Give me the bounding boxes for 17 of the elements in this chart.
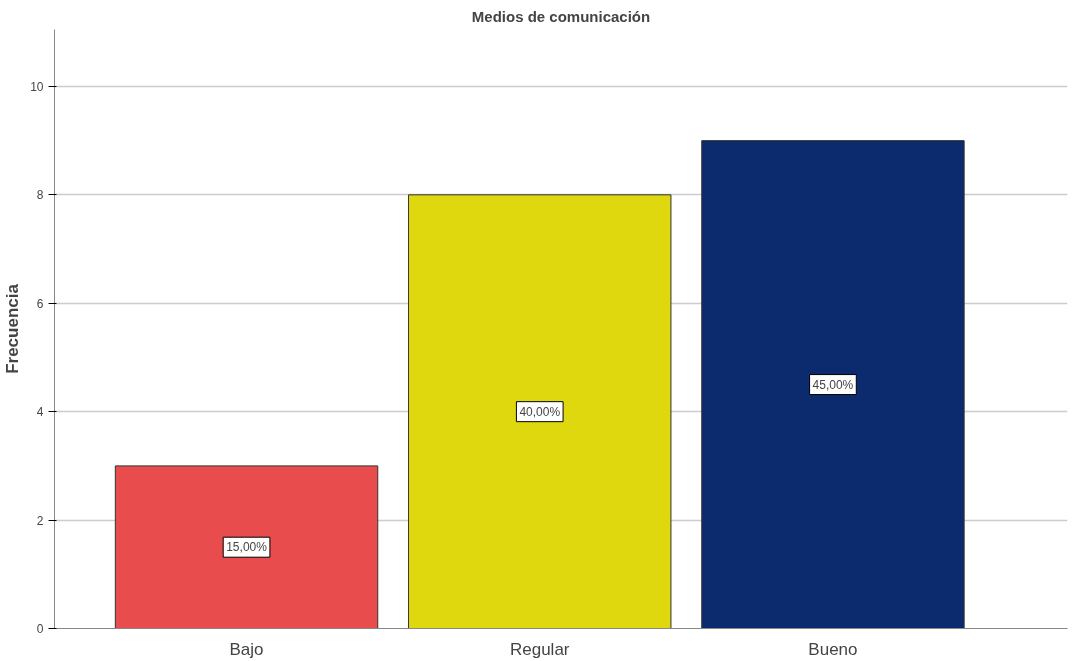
y-tick-label: 6 [36, 296, 44, 311]
y-tick-label: 0 [36, 622, 44, 636]
x-tick-label: Bajo [229, 639, 264, 659]
annotation: 40,00% [519, 404, 561, 419]
bar [114, 465, 379, 629]
x-tick-label: Bueno [808, 639, 858, 659]
x-tick-label: Regular [509, 639, 570, 659]
chart-title: Medios de comunicación [471, 7, 651, 25]
y-axis-title: Frecuencia [3, 283, 23, 374]
annotation: 45,00% [812, 377, 854, 392]
y-tick-label: 10 [30, 79, 44, 94]
y-tick-label: 2 [36, 513, 44, 528]
y-tick-label: 4 [36, 405, 44, 420]
bar [408, 194, 672, 629]
annotation: 15,00% [226, 540, 268, 555]
y-tick-label: 8 [36, 188, 44, 203]
bar [701, 140, 965, 629]
